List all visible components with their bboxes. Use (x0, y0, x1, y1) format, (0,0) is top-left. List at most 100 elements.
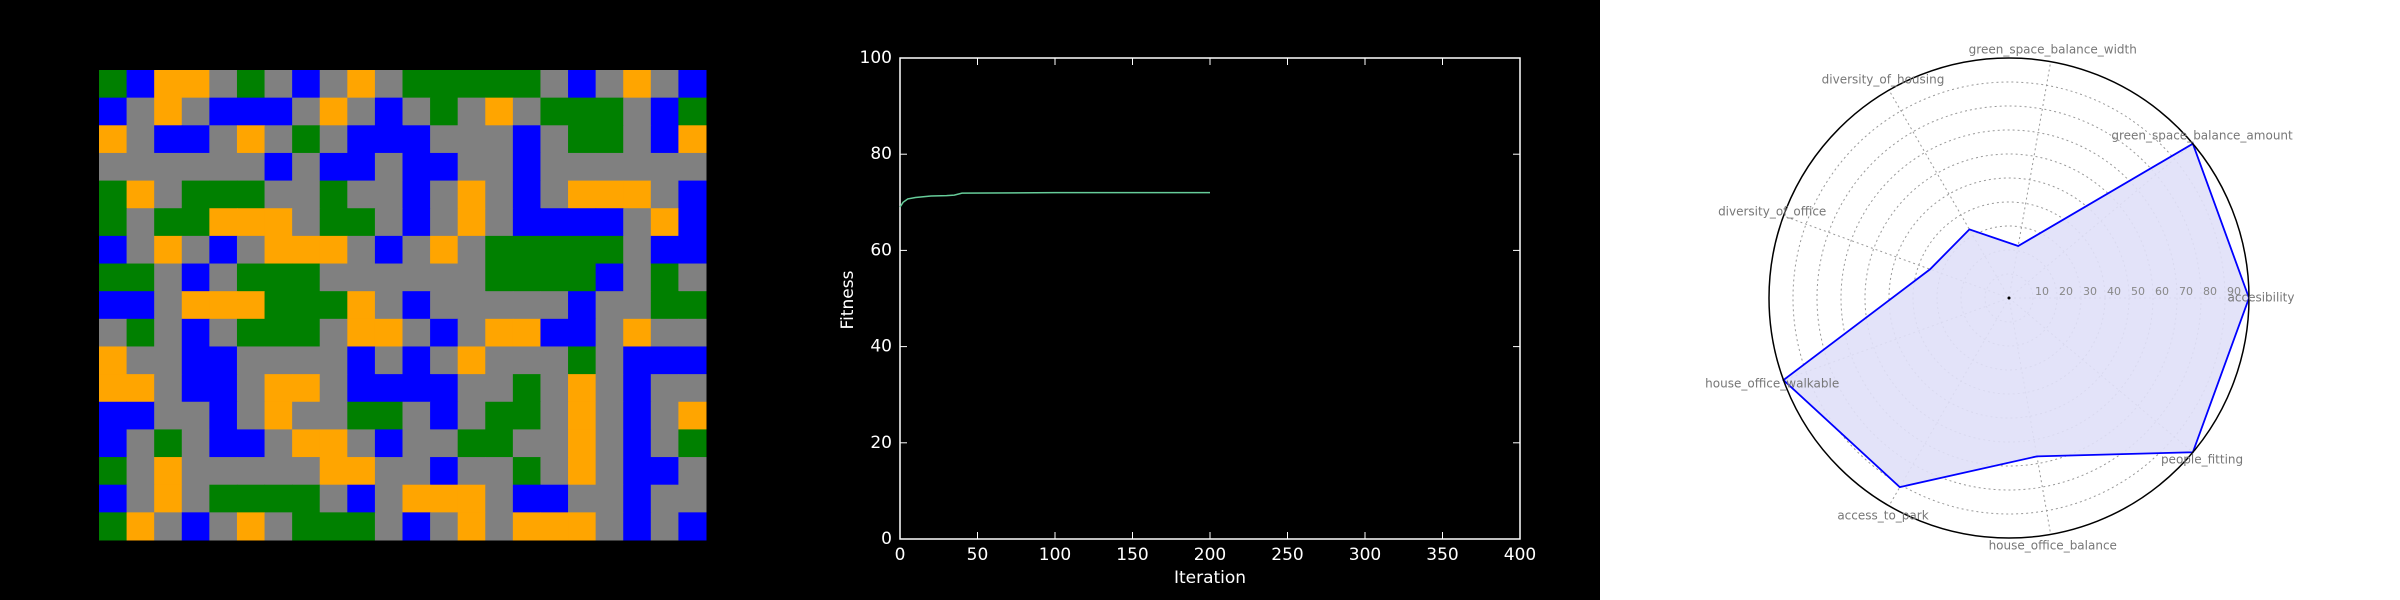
map-cell (319, 97, 348, 126)
map-cell (457, 457, 486, 486)
map-cell (99, 235, 128, 265)
map-cell (402, 70, 431, 99)
map-cell (264, 208, 293, 237)
radial-tick-label: 20 (2059, 285, 2073, 298)
map-cell (595, 125, 624, 154)
map-cell (595, 291, 624, 320)
map-cell (236, 318, 266, 347)
axis-label: diversity_of_office (1718, 204, 1826, 218)
y-tick-label: 80 (870, 144, 892, 164)
map-cell (512, 125, 541, 154)
map-cell (154, 291, 183, 320)
map-cell (568, 97, 597, 126)
map-cell (678, 208, 707, 237)
map-cell (99, 318, 128, 347)
map-cell (126, 291, 155, 320)
map-cell (485, 457, 514, 486)
map-cell (181, 263, 210, 292)
map-cell (209, 152, 238, 182)
map-cell (126, 374, 155, 403)
map-cell (99, 208, 128, 237)
map-cell (512, 401, 541, 430)
map-cell (457, 70, 486, 99)
axis-label: house_office_balance (1989, 539, 2117, 553)
map-cell (512, 152, 541, 182)
y-tick-label: 20 (870, 433, 892, 453)
map-cell (181, 374, 210, 403)
map-cell (623, 152, 652, 182)
map-cell (209, 180, 238, 209)
map-cell (430, 346, 459, 375)
map-cell (374, 208, 403, 237)
map-cell (485, 125, 514, 154)
map-cell (99, 512, 128, 541)
map-cell (457, 484, 486, 513)
map-cell (678, 97, 707, 126)
map-cell (430, 457, 459, 486)
map-cell (154, 401, 183, 430)
map-cell (181, 401, 210, 430)
map-cell (99, 429, 128, 458)
map-cell (650, 97, 679, 126)
map-cell (236, 374, 266, 403)
map-cell (650, 457, 679, 486)
map-cell (623, 235, 652, 265)
radar-area (1782, 142, 2250, 489)
map-cell (154, 208, 183, 237)
map-cell (264, 125, 293, 154)
map-cell (430, 97, 459, 126)
map-cell (568, 180, 597, 209)
map-cell (402, 97, 431, 126)
map-cell (99, 97, 128, 126)
map-cell (209, 512, 238, 541)
map-cell (99, 180, 128, 209)
map-cell (181, 180, 210, 209)
map-cell (126, 235, 155, 265)
map-cell (678, 484, 707, 513)
map-cell (154, 263, 183, 292)
map-cell (595, 180, 624, 209)
radial-tick-label: 50 (2131, 285, 2145, 298)
map-cell (236, 180, 266, 209)
map-cell (540, 97, 569, 126)
map-cell (457, 374, 486, 403)
map-cell (430, 152, 459, 182)
map-cell (678, 263, 707, 292)
map-cell (209, 346, 238, 375)
map-cell (595, 457, 624, 486)
map-cell (347, 125, 376, 154)
map-cell (678, 235, 707, 265)
map-cell (678, 512, 707, 541)
map-cell (623, 457, 652, 486)
map-cell (402, 374, 431, 403)
map-cell (678, 318, 707, 347)
map-cell (650, 346, 679, 375)
map-cell (430, 429, 459, 458)
map-cell (181, 70, 210, 99)
map-cell (402, 291, 431, 320)
map-cell (99, 125, 128, 154)
map-cell (430, 291, 459, 320)
map-cell (623, 291, 652, 320)
map-cell (595, 346, 624, 375)
map-cell (99, 484, 128, 513)
map-cell (430, 208, 459, 237)
map-cell (292, 180, 321, 209)
x-tick-label: 300 (1349, 545, 1381, 565)
map-cell (99, 346, 128, 375)
map-cell (512, 484, 541, 513)
map-cell (126, 97, 155, 126)
map-cell (568, 70, 597, 99)
map-cell (154, 235, 183, 265)
map-cell (485, 152, 514, 182)
map-cell (374, 346, 403, 375)
map-cell (457, 263, 486, 292)
map-cell (457, 401, 486, 430)
map-cell (457, 152, 486, 182)
map-cell (623, 484, 652, 513)
map-cell (236, 401, 266, 430)
map-cell (374, 180, 403, 209)
map-cell (402, 180, 431, 209)
map-cell (347, 484, 376, 513)
map-cell (568, 512, 597, 541)
